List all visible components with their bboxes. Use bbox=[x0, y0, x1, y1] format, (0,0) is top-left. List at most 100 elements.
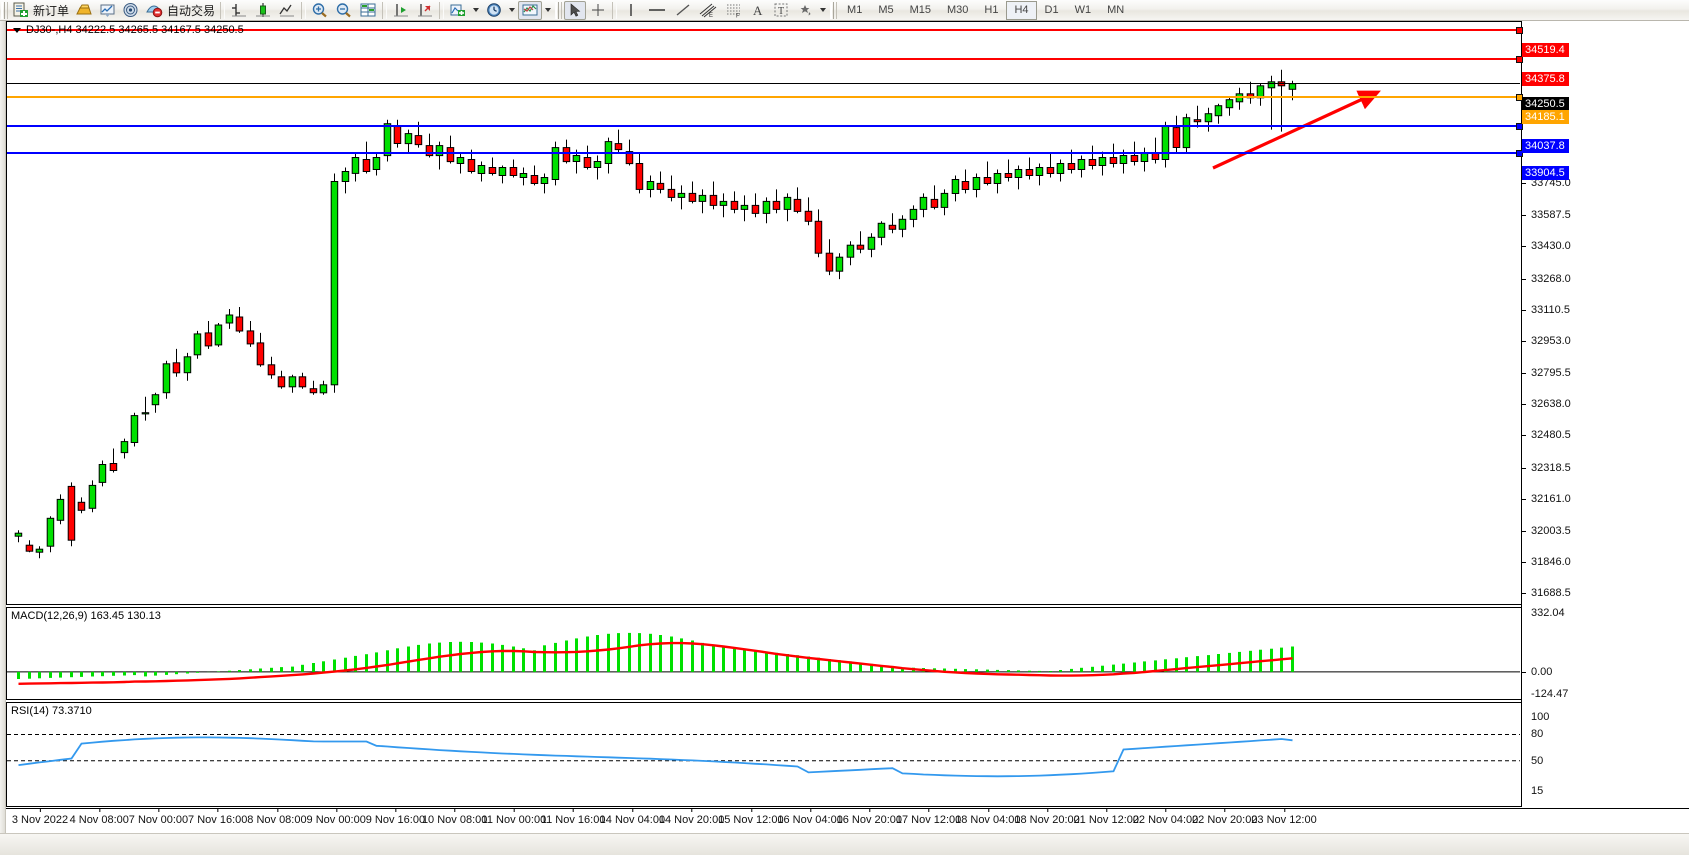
shapes-icon[interactable] bbox=[793, 1, 817, 20]
bar-chart-icon[interactable] bbox=[227, 1, 251, 20]
equidistant-channel-icon[interactable]: E bbox=[695, 1, 721, 20]
signal-icon[interactable] bbox=[119, 1, 142, 20]
price-line-handle[interactable] bbox=[1516, 55, 1523, 63]
auto-trading-icon[interactable] bbox=[142, 1, 166, 20]
timeframe-d1[interactable]: D1 bbox=[1044, 4, 1059, 16]
time-axis-label: 14 Nov 04:00 bbox=[599, 808, 666, 826]
price-axis-tick: 32318.5 bbox=[1522, 462, 1571, 474]
price-line-handle[interactable] bbox=[1516, 123, 1523, 131]
price-axis-tick: 32480.5 bbox=[1522, 429, 1571, 441]
hline-icon[interactable] bbox=[643, 1, 671, 20]
rsi-pane[interactable]: RSI(14) 73.3710 bbox=[6, 702, 1521, 807]
price-axis-tick: 32003.5 bbox=[1522, 525, 1571, 537]
zoom-in-icon[interactable] bbox=[308, 1, 332, 20]
support-line-1-badge: 34037.8 bbox=[1522, 139, 1569, 154]
timeframe-mn[interactable]: MN bbox=[1107, 4, 1125, 16]
gold-bar-icon[interactable] bbox=[72, 1, 96, 20]
timeframe-m30[interactable]: M30 bbox=[947, 4, 969, 16]
text-label-icon[interactable]: T bbox=[769, 1, 793, 20]
macd-series bbox=[7, 632, 1520, 685]
period-dropdown-caret[interactable] bbox=[509, 8, 516, 12]
time-axis-label: 3 Nov 2022 bbox=[11, 808, 69, 826]
zoom-out-icon[interactable] bbox=[332, 1, 356, 20]
time-axis-label: 16 Nov 04:00 bbox=[777, 808, 843, 826]
price-axis-tick: 31846.0 bbox=[1522, 556, 1571, 568]
time-axis-label: 14 Nov 20:00 bbox=[658, 808, 725, 826]
new-order-button[interactable] bbox=[10, 1, 32, 20]
svg-text:T: T bbox=[778, 6, 784, 17]
period-icon[interactable] bbox=[482, 1, 506, 20]
timeframe-m5[interactable]: M5 bbox=[878, 4, 894, 16]
shapes-dropdown-caret[interactable] bbox=[820, 8, 827, 12]
chart-symbol-text: DJ30-,H4 34222.5 34265.5 34167.5 34250.5 bbox=[26, 24, 244, 36]
cursor-icon[interactable] bbox=[564, 0, 587, 20]
time-axis-label: 7 Nov 16:00 bbox=[188, 808, 248, 826]
resistance-line-1-badge: 34519.4 bbox=[1522, 43, 1569, 58]
price-axis-tick: 33587.5 bbox=[1522, 209, 1571, 221]
time-axis-label: 9 Nov 16:00 bbox=[365, 808, 426, 826]
chart-container[interactable]: DJ30-,H4 34222.5 34265.5 34167.5 34250.5… bbox=[0, 21, 1689, 855]
macd-pane[interactable]: MACD(12,26,9) 163.45 130.13 bbox=[6, 607, 1521, 700]
price-line-handle[interactable] bbox=[1516, 149, 1523, 157]
indicators-dropdown-caret[interactable] bbox=[473, 8, 480, 12]
timeframe-h1[interactable]: H1 bbox=[984, 4, 999, 16]
templates-icon[interactable] bbox=[518, 0, 543, 20]
auto-trading-label[interactable]: 自动交易 bbox=[167, 3, 216, 18]
toolbar-grip-2[interactable] bbox=[555, 1, 563, 19]
price-axis-tick: 32795.5 bbox=[1522, 367, 1571, 379]
macd-label: MACD(12,26,9) 163.45 130.13 bbox=[11, 610, 161, 622]
toolbar-separator-3 bbox=[382, 1, 388, 19]
price-line-handle[interactable] bbox=[1516, 27, 1523, 35]
price-pane[interactable]: DJ30-,H4 34222.5 34265.5 34167.5 34250.5 bbox=[6, 21, 1523, 605]
new-order-label[interactable]: 新订单 bbox=[33, 3, 70, 18]
rsi-axis-label: 15 bbox=[1531, 785, 1544, 798]
left-scrollbar[interactable] bbox=[0, 21, 6, 833]
trendline-icon[interactable] bbox=[671, 1, 695, 20]
price-axis-tick: 33430.0 bbox=[1522, 240, 1571, 252]
timeframe-m15[interactable]: M15 bbox=[909, 4, 931, 16]
order-level-line-badge: 34185.1 bbox=[1522, 109, 1569, 124]
fibonacci-icon[interactable]: F bbox=[721, 1, 747, 20]
toolbar-separator-4 bbox=[439, 1, 445, 19]
timeframe-w1[interactable]: W1 bbox=[1074, 4, 1092, 16]
time-axis-label: 23 Nov 12:00 bbox=[1251, 808, 1317, 826]
last-price-line-badge: 34250.5 bbox=[1522, 96, 1569, 111]
download-chart-icon[interactable] bbox=[96, 1, 119, 20]
auto-scroll-icon[interactable] bbox=[413, 1, 437, 20]
price-axis-tick: 31688.5 bbox=[1522, 587, 1571, 599]
candlestick-chart-icon[interactable] bbox=[251, 1, 275, 20]
vline-icon[interactable] bbox=[619, 1, 643, 20]
svg-text:A: A bbox=[753, 3, 763, 18]
toolbar-grip-3[interactable] bbox=[830, 1, 838, 19]
price-axis-tick: 33745.0 bbox=[1522, 177, 1571, 189]
toolbar-grip-1[interactable] bbox=[1, 1, 8, 19]
rsi-axis-label: 100 bbox=[1531, 711, 1550, 723]
time-axis-label: 17 Nov 12:00 bbox=[895, 808, 962, 826]
horizontal-scrollbar[interactable] bbox=[0, 833, 1689, 855]
line-chart-icon[interactable] bbox=[275, 1, 299, 20]
time-axis-label: 15 Nov 12:00 bbox=[718, 808, 784, 826]
chart-menu-triangle-icon[interactable] bbox=[13, 27, 21, 33]
time-axis-label: 22 Nov 04:00 bbox=[1132, 808, 1199, 826]
timeframe-h4[interactable]: H4 bbox=[1006, 0, 1037, 20]
chart-shift-icon[interactable] bbox=[389, 1, 413, 20]
time-axis-label: 22 Nov 20:00 bbox=[1192, 808, 1258, 826]
trend-arrow[interactable] bbox=[7, 22, 1520, 604]
time-axis[interactable]: 3 Nov 2022 4 Nov 08:00 7 Nov 00:00 7 Nov 16… bbox=[6, 808, 1689, 832]
time-axis-label: 7 Nov 00:00 bbox=[128, 808, 189, 826]
indicators-icon[interactable] bbox=[446, 1, 470, 20]
crosshair-icon[interactable] bbox=[586, 1, 610, 20]
timeframe-m1[interactable]: M1 bbox=[847, 4, 863, 16]
time-axis-label: 11 Nov 16:00 bbox=[540, 808, 606, 826]
templates-dropdown-caret[interactable] bbox=[545, 8, 552, 12]
price-axis-tick: 32161.0 bbox=[1522, 493, 1571, 505]
macd-axis-label: -124.47 bbox=[1531, 688, 1569, 700]
chart-symbol-header: DJ30-,H4 34222.5 34265.5 34167.5 34250.5 bbox=[13, 24, 244, 36]
toolbar-separator-2 bbox=[301, 1, 307, 19]
macd-axis-label: 0.00 bbox=[1522, 666, 1552, 678]
time-axis-label: 21 Nov 12:00 bbox=[1073, 808, 1139, 826]
data-window-icon[interactable] bbox=[356, 1, 380, 20]
rsi-label: RSI(14) 73.3710 bbox=[11, 705, 92, 717]
text-icon[interactable]: A bbox=[747, 1, 769, 20]
price-axis-tick: 32638.0 bbox=[1522, 398, 1571, 410]
